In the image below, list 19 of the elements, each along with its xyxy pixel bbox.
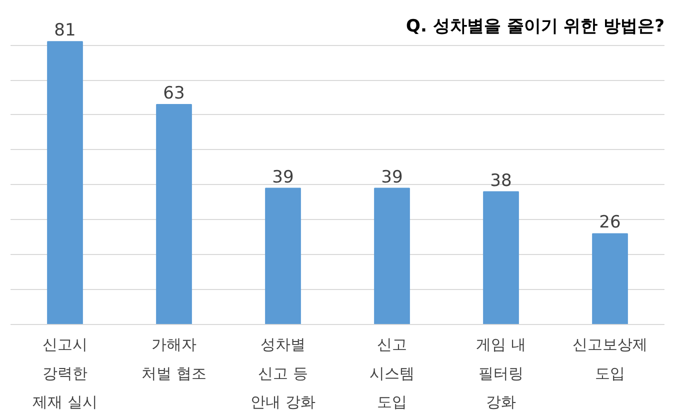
chart-title: Q. 성차별을 줄이기 위한 방법은?: [406, 16, 665, 36]
x-tick-label: 신고시 강력한 제재 실시: [32, 336, 98, 412]
x-tick-label: 신고 시스템 도입: [370, 336, 414, 412]
bar: [374, 188, 410, 324]
x-tick-label: 성차별 신고 등 안내 강화: [250, 336, 316, 412]
data-label: 39: [381, 167, 403, 188]
x-tick-label: 게임 내 필터링 강화: [476, 336, 526, 412]
bar: [156, 104, 192, 324]
data-label: 38: [490, 170, 512, 191]
x-tick-label: 가해자 처벌 협조: [142, 336, 206, 382]
data-label: 81: [54, 20, 76, 41]
bar: [47, 41, 83, 324]
data-label: 26: [599, 212, 621, 233]
data-label: 63: [163, 83, 185, 104]
bar: [592, 233, 628, 324]
x-tick-label: 신고보상제 도입: [572, 336, 648, 382]
bar: [265, 188, 301, 324]
bar: [483, 191, 519, 324]
data-label: 39: [272, 167, 294, 188]
